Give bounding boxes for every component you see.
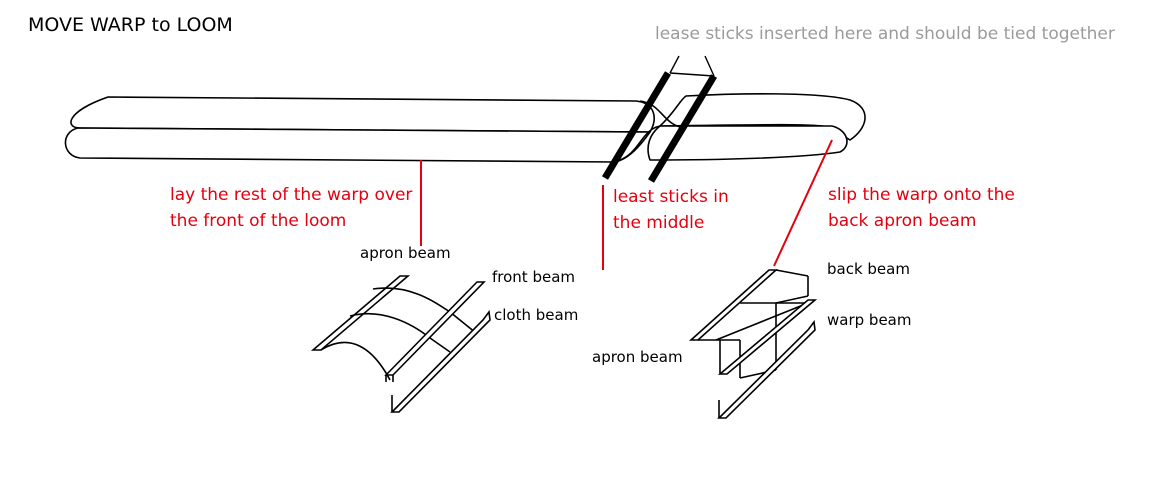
lease-sticks — [601, 55, 718, 183]
back-warp-note: slip the warp onto the back apron beam — [828, 182, 1015, 234]
back-loom — [688, 269, 818, 419]
front-warp-note-line-2: the front of the loom — [170, 211, 347, 231]
annotation-leaders — [420, 139, 833, 270]
lease-sticks-note: lease sticks inserted here and should be… — [655, 24, 1115, 44]
middle-note-line-1: least sticks in — [613, 187, 729, 207]
back-apron-beam-label: apron beam — [592, 348, 683, 366]
page-title: MOVE WARP to LOOM — [28, 14, 233, 36]
front-beam-label: front beam — [492, 268, 576, 286]
front-loom — [310, 275, 491, 413]
back-warp-note-line-1: slip the warp onto the — [828, 185, 1015, 205]
middle-note-line-2: the middle — [613, 213, 705, 233]
front-warp-note-line-1: lay the rest of the warp over — [170, 185, 413, 205]
warp-beam-label: warp beam — [827, 311, 912, 329]
back-beam-label: back beam — [827, 260, 910, 278]
back-warp-note-line-2: back apron beam — [828, 211, 977, 231]
warp-chain — [64, 93, 866, 163]
cloth-beam-label: cloth beam — [494, 306, 579, 324]
middle-note: least sticks in the middle — [613, 184, 729, 236]
front-warp-note: lay the rest of the warp over the front … — [170, 182, 412, 234]
front-apron-beam-label: apron beam — [360, 244, 451, 262]
